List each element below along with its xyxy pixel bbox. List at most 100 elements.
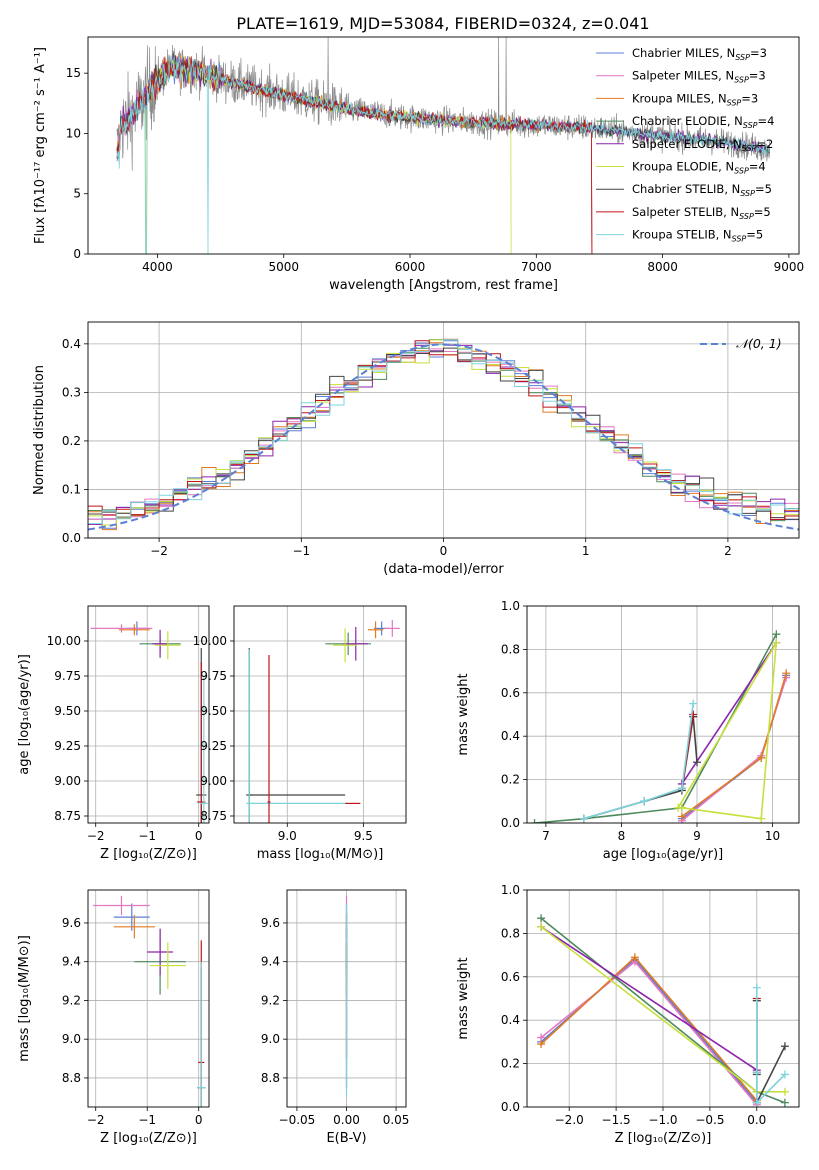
y-tick-label: 9.75	[54, 669, 81, 683]
x-tick-label: 0.00	[333, 1113, 360, 1127]
massweight-marker-krou_elodie	[674, 803, 683, 812]
y-tick-label: 0.4	[501, 729, 520, 743]
legend-label-salp_elodie: Salpeter ELODIE, NSSP=2	[632, 137, 773, 153]
y-tick-label: 8.8	[62, 1071, 81, 1085]
x-tick-label: 8000	[647, 260, 678, 274]
legend-label-chab_elodie: Chabrier ELODIE, NSSP=4	[632, 114, 774, 130]
x-tick-label: −1	[138, 1113, 156, 1127]
massweight-marker-chab_stelib	[780, 1042, 789, 1051]
x-tick-label: 0	[195, 1113, 203, 1127]
x-axis-label: Z [log₁₀(Z/Z⊙)]	[100, 847, 197, 862]
x-tick-label: 0	[195, 829, 203, 843]
massweight-vs-metallicity-panel: −2.0 −1.5 −1.0 −0.5 0.0 0.0 0.2 0.4 0.6 0.8 1.0 Z […	[456, 883, 800, 1146]
x-tick-label: 9.0	[278, 829, 297, 843]
massweight-marker-krou_stelib	[640, 797, 649, 806]
spectrum-data-line	[116, 37, 771, 171]
y-tick-label: 9.0	[62, 1032, 81, 1046]
x-axis-label: wavelength [Angstrom, rest frame]	[329, 278, 558, 293]
massweight-marker-krou_elodie	[772, 638, 781, 647]
massweight-marker-krou_stelib	[752, 1098, 761, 1107]
y-tick-label: 0.0	[501, 816, 520, 830]
massweight-marker-krou_miles	[537, 1040, 546, 1049]
massweight-line-krou_miles	[681, 673, 787, 818]
massweight-line-salp_elodie	[540, 926, 758, 1071]
age-vs-metallicity-panel: −2 −1 0 8.75 9.00 9.25 9.50 9.75 10.00 Z [log₁₀(Z…	[17, 605, 210, 862]
massweight-line-krou_stelib	[583, 703, 694, 820]
axes-frame	[526, 605, 800, 824]
massweight-line-chab_miles	[540, 958, 758, 1104]
x-tick-label: 5000	[268, 260, 299, 274]
x-tick-label: 7000	[521, 260, 552, 274]
x-tick-label: 0.0	[747, 1113, 766, 1127]
plot-area	[90, 621, 208, 823]
x-axis-label: age [log₁₀(age/yr)]	[603, 847, 724, 862]
x-axis-label: Z [log₁₀(Z/Z⊙)]	[100, 1131, 197, 1146]
y-tick-label: 0.8	[501, 926, 520, 940]
massweight-marker-krou_elodie	[757, 814, 766, 823]
figure-title: PLATE=1619, MJD=53084, FIBERID=0324, z=0…	[236, 14, 649, 33]
x-tick-label: −0.5	[695, 1113, 724, 1127]
x-tick-label: 10	[765, 829, 780, 843]
plot-area	[93, 895, 206, 1107]
age-vs-mass-panel: 9.0 9.5 8.75 9.00 9.25 9.50 9.75 10.00 mass [log…	[193, 605, 407, 862]
x-tick-label: −1	[138, 829, 156, 843]
spectrum-model-line-chab_miles	[116, 56, 593, 254]
mass-vs-extinction-panel: −0.05 0.00 0.05 8.8 9.0 9.2 9.4 9.6 E(B-V)	[261, 889, 410, 1146]
massweight-line-chab_miles	[681, 675, 787, 820]
y-tick-label: 15	[66, 66, 81, 80]
x-tick-label: 9000	[774, 260, 805, 274]
y-tick-label: 9.50	[54, 704, 81, 718]
x-tick-label: 8	[618, 829, 626, 843]
y-tick-label: 9.25	[54, 739, 81, 753]
x-tick-label: 7	[542, 829, 550, 843]
axes-frame	[286, 889, 407, 1108]
y-tick-label: 9.4	[261, 955, 280, 969]
x-tick-label: −2	[87, 1113, 105, 1127]
x-tick-label: −0.05	[279, 1113, 316, 1127]
y-tick-label: 0.2	[501, 773, 520, 787]
plot-area	[116, 37, 771, 254]
y-tick-label: 0.2	[501, 1057, 520, 1071]
residual-histogram-panel: −2 −1 0 1 2 0.0 0.1 0.2 0.3 0.4 (data-model)/error…	[32, 321, 800, 577]
y-axis-label: age [log₁₀(age/yr)]	[17, 654, 32, 775]
x-tick-label: −1.5	[602, 1113, 631, 1127]
massweight-marker-krou_miles	[757, 753, 766, 762]
y-tick-label: 9.6	[62, 916, 81, 930]
legend-label-chab_miles: Chabrier MILES, NSSP=3	[632, 46, 767, 62]
x-tick-label: −1	[292, 544, 310, 558]
y-tick-label: 9.0	[261, 1032, 280, 1046]
y-axis-label: Flux [fλ10⁻¹⁷ erg cm⁻² s⁻¹ A⁻¹]	[33, 47, 48, 244]
histogram-krou_stelib	[88, 339, 799, 525]
y-tick-label: 0.6	[501, 686, 520, 700]
x-tick-label: −1.0	[648, 1113, 677, 1127]
massweight-line-salp_miles	[540, 960, 758, 1106]
spectrum-panel: 4000 5000 6000 7000 8000 9000 0 5 10 15 wavelength…	[33, 36, 805, 293]
x-axis-label: mass [log₁₀(M/M⊙)]	[257, 847, 384, 862]
plot-area	[530, 630, 791, 823]
mass-vs-metallicity-panel: −2 −1 0 8.8 9.0 9.2 9.4 9.6 Z [log₁₀(Z/Z⊙)] mass …	[17, 889, 210, 1146]
histogram-salp_stelib	[88, 340, 799, 520]
y-tick-label: 9.6	[261, 916, 280, 930]
y-tick-label: 0.2	[62, 434, 81, 448]
x-tick-label: 1	[582, 544, 590, 558]
y-tick-label: 0.8	[501, 642, 520, 656]
x-tick-label: 6000	[395, 260, 426, 274]
massweight-line-krou_elodie	[677, 642, 778, 820]
y-tick-label: 10.00	[193, 634, 227, 648]
y-tick-label: 9.00	[54, 774, 81, 788]
spectrum-model-line-salp_stelib	[116, 56, 593, 254]
x-tick-label: −2	[150, 544, 168, 558]
massweight-marker-chab_elodie	[772, 630, 781, 639]
y-tick-label: 8.75	[200, 809, 227, 823]
x-tick-label: 2	[724, 544, 732, 558]
legend-label-krou_miles: Kroupa MILES, NSSP=3	[632, 91, 758, 107]
massweight-line-chab_stelib	[756, 1000, 786, 1104]
x-tick-label: 0.05	[383, 1113, 410, 1127]
x-axis-label: E(B-V)	[326, 1131, 366, 1146]
massweight-marker-krou_elodie	[780, 1087, 789, 1096]
y-axis-label: mass weight	[456, 673, 471, 755]
massweight-line-krou_stelib	[756, 987, 786, 1105]
y-tick-label: 0.6	[501, 970, 520, 984]
y-tick-label: 0.0	[501, 1100, 520, 1114]
axes-frame	[87, 605, 210, 824]
